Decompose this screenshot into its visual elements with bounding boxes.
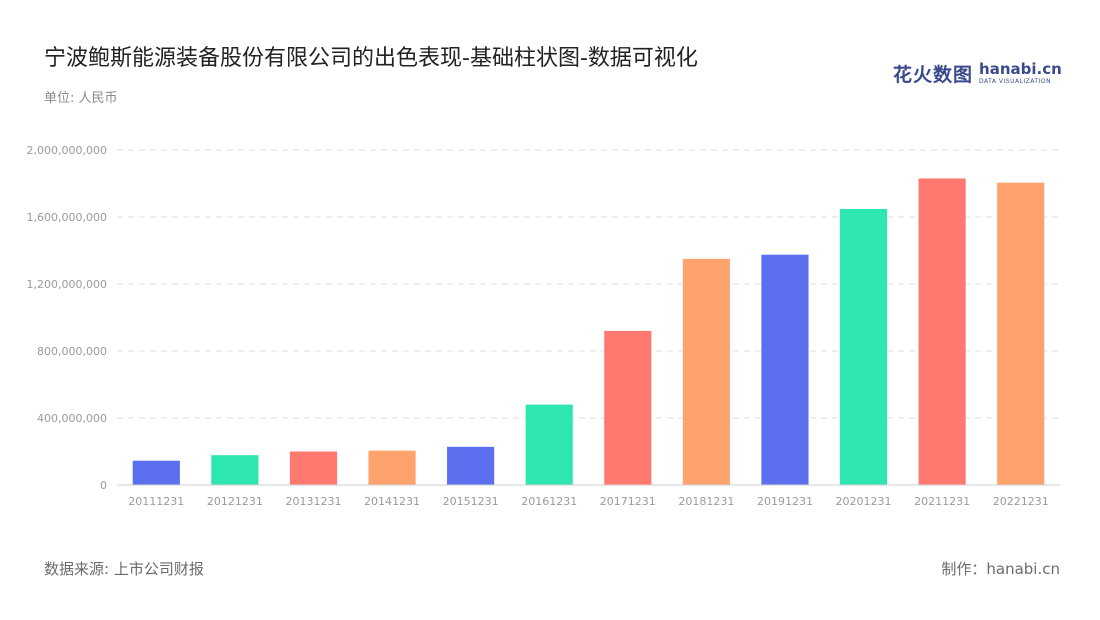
unit-label: 单位: 人民币 [44,91,118,106]
bar-20211231 [918,178,966,485]
x-tick-label: 20191231 [757,495,813,508]
bar-20121231 [211,455,259,485]
x-tick-label: 20161231 [521,495,577,508]
grid-layer [117,149,1060,419]
bar-20221231 [997,182,1045,485]
x-axis-ticks: 20111231 20121231 20131231 20141231 20151231… [128,495,1048,508]
y-tick-label: 1,200,000,000 [27,278,107,291]
bar-20131231 [289,451,338,485]
x-tick-label: 20131231 [285,495,341,508]
x-tick-label: 20151231 [443,495,499,508]
chart-title: 宁波鲍斯能源装备股份有限公司的出色表现-基础柱状图-数据可视化 [44,46,698,71]
y-tick-label: 800,000,000 [37,345,107,358]
x-tick-label: 20181231 [678,495,734,508]
bar-20181231 [682,258,730,485]
y-axis-ticks: 0 400,000,000 800,000,000 1,200,000,000 1,60… [27,144,107,492]
x-tick-label: 20211231 [914,495,970,508]
x-tick-label: 20141231 [364,495,420,508]
logo-en: hanabi.cn DATA VISUALIZATION [979,62,1062,85]
bar-chart: 0 400,000,000 800,000,000 1,200,000,000 1,60… [27,144,1060,508]
brand-logo: 花火数图 hanabi.cn DATA VISUALIZATION [893,60,1062,87]
credit-text: 制作：hanabi.cn [941,560,1060,578]
bar-20161231 [525,404,573,485]
x-tick-label: 20111231 [128,495,184,508]
x-tick-label: 20221231 [993,495,1049,508]
y-tick-label: 400,000,000 [37,412,107,425]
data-source: 数据来源: 上市公司财报 [44,560,204,578]
bar-20151231 [447,446,495,485]
logo-en-text: hanabi.cn [979,60,1062,78]
bar-20201231 [839,208,888,485]
x-tick-label: 20171231 [600,495,656,508]
bars [132,178,1045,485]
y-tick-label: 1,600,000,000 [27,211,107,224]
y-tick-label: 2,000,000,000 [27,144,107,157]
logo-cn-text: 花火数图 [893,64,974,86]
bar-20111231 [132,460,180,485]
logo-en-subtext: DATA VISUALIZATION [979,78,1052,85]
bar-20191231 [761,254,809,485]
y-tick-label: 0 [100,479,107,492]
x-tick-label: 20121231 [207,495,263,508]
bar-20141231 [368,450,416,485]
x-tick-label: 20201231 [836,495,892,508]
bar-20171231 [604,330,652,485]
